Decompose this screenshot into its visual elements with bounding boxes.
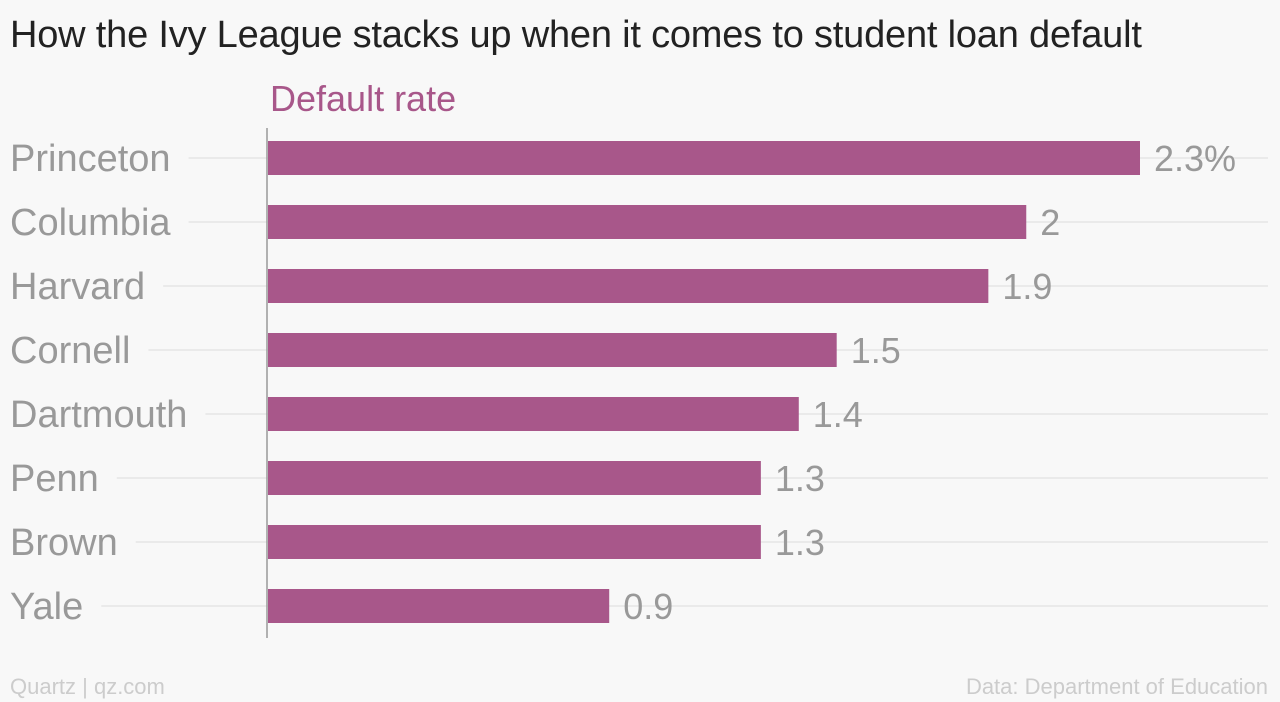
value-label: 0.9: [623, 586, 673, 627]
value-label: 2.3%: [1154, 138, 1236, 179]
bar: [268, 461, 761, 495]
bar: [268, 141, 1140, 175]
category-label: Columbia: [10, 202, 171, 244]
value-label: 1.3: [775, 458, 825, 499]
source-credit: Quartz | qz.com: [10, 674, 165, 699]
bar: [268, 525, 761, 559]
data-source: Data: Department of Education: [965, 674, 1268, 699]
bar: [268, 333, 837, 367]
value-label: 1.5: [851, 330, 901, 371]
bar: [268, 589, 610, 623]
category-label: Cornell: [10, 330, 130, 372]
category-label: Princeton: [10, 138, 171, 180]
chart-title: How the Ivy League stacks up when it com…: [10, 14, 1142, 56]
bar: [268, 205, 1027, 239]
category-label: Yale: [10, 586, 83, 628]
value-label: 1.9: [1002, 266, 1052, 307]
bar: [268, 397, 799, 431]
value-label: 2: [1040, 202, 1060, 243]
category-label: Brown: [10, 522, 118, 564]
category-label: Harvard: [10, 266, 145, 308]
value-label: 1.4: [813, 394, 863, 435]
value-label: 1.3: [775, 522, 825, 563]
category-label: Dartmouth: [10, 394, 187, 436]
category-label: Penn: [10, 458, 99, 500]
bar: [268, 269, 989, 303]
series-label: Default rate: [270, 78, 457, 119]
